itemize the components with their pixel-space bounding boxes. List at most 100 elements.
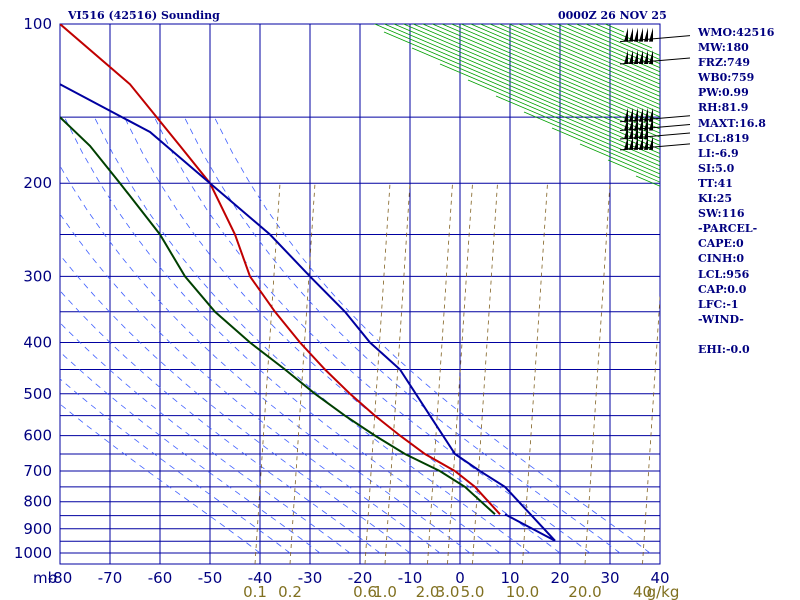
pressure-tick-label: 1000 xyxy=(14,544,52,562)
mixing-ratio-label: 0.2 xyxy=(278,583,302,600)
index-item: EHI:-0.0 xyxy=(698,342,750,356)
dry-adiabat xyxy=(467,79,660,163)
chart-title: VI516 (42516) Sounding xyxy=(68,9,220,22)
mixing-ratio-line xyxy=(289,183,316,564)
mixing-ratio-label: 40 xyxy=(633,583,652,600)
temperature-tick-label: -30 xyxy=(298,569,323,587)
mixing-ratio-line xyxy=(522,183,548,564)
index-item: LCL:819 xyxy=(698,131,750,145)
index-item: MAXT:16.8 xyxy=(698,116,766,130)
pressure-tick-label: 100 xyxy=(23,15,52,33)
index-item: TT:41 xyxy=(698,176,733,190)
index-item: WMO:42516 xyxy=(698,26,775,39)
chart-grid xyxy=(59,23,661,565)
wind-barbs xyxy=(619,27,691,151)
temperature-line xyxy=(60,24,501,515)
wind-barb xyxy=(619,107,691,123)
moist-adiabat xyxy=(60,290,381,554)
unit-label: mb xyxy=(33,569,57,587)
barb-flag xyxy=(624,125,628,140)
index-item: WB0:759 xyxy=(698,71,755,85)
mixing-ratio-label: 5.0 xyxy=(461,583,485,600)
pressure-tick-label: 200 xyxy=(23,174,52,192)
dewpoint-line xyxy=(60,116,496,516)
moist-adiabat xyxy=(94,117,531,554)
barb-flag xyxy=(639,135,643,150)
temperature-tick-label: -50 xyxy=(198,569,223,587)
moist-adiabat xyxy=(60,254,411,554)
barb-flag xyxy=(634,135,638,150)
barb-flag xyxy=(639,49,643,64)
barb-flag xyxy=(644,27,648,42)
wind-barb xyxy=(619,135,691,151)
temperature-tick-label: 40 xyxy=(650,569,669,587)
index-item: PW:0.99 xyxy=(698,86,749,100)
index-item: -PARCEL- xyxy=(698,222,758,236)
dry-adiabat xyxy=(565,24,660,65)
temperature-tick-label: 0 xyxy=(455,569,465,587)
moist-adiabat xyxy=(60,322,351,554)
mixing-ratio-label: 0.6 xyxy=(353,583,377,600)
dry-adiabat xyxy=(498,24,660,93)
barb-flag xyxy=(624,27,628,42)
barb-flag xyxy=(624,107,628,122)
stability-indices-panel: WMO:42516 MW:180 FRZ:749 WB0:759 PW:0.99 RH:8… xyxy=(698,25,774,357)
barb-flag xyxy=(639,27,643,42)
dry-adiabat xyxy=(373,24,660,146)
barb-flag xyxy=(629,49,633,64)
barb-flag xyxy=(644,107,648,122)
pressure-tick-label: 300 xyxy=(23,267,52,285)
mixing-ratio-line xyxy=(642,291,660,564)
moist-adiabat xyxy=(154,117,591,554)
moist-adiabat xyxy=(60,378,291,554)
barb-flag xyxy=(649,27,653,42)
barb-flag xyxy=(629,116,633,131)
moist-adiabat xyxy=(60,165,471,554)
pressure-tick-label: 600 xyxy=(23,427,52,445)
barb-flag xyxy=(644,135,648,150)
barb-flag xyxy=(644,116,648,131)
temperature-tick-label: -20 xyxy=(348,569,373,587)
dry-adiabat xyxy=(469,24,660,105)
dry-adiabat xyxy=(440,24,660,118)
valid-time: 0000Z 26 NOV 25 xyxy=(558,9,667,22)
dry-adiabat xyxy=(392,24,660,138)
barb-flag xyxy=(629,27,633,42)
index-item: SW:116 xyxy=(698,207,745,221)
parcel-line xyxy=(60,83,556,542)
dry-adiabat xyxy=(508,24,660,89)
wind-barb xyxy=(619,27,691,43)
moist-adiabat xyxy=(60,403,261,554)
barb-flag xyxy=(649,107,653,122)
pressure-tick-label: 500 xyxy=(23,385,52,403)
index-item: LCL:956 xyxy=(698,267,750,281)
sounding-series xyxy=(60,24,556,542)
barb-flag xyxy=(624,116,628,131)
mixing-ratio-label: 20.0 xyxy=(568,583,601,600)
pressure-tick-label: 800 xyxy=(23,493,52,511)
dry-adiabat xyxy=(383,31,660,150)
barb-flag xyxy=(634,125,638,140)
barb-flag xyxy=(629,107,633,122)
dry-adiabat xyxy=(402,24,660,134)
index-item: FRZ:749 xyxy=(698,56,751,70)
index-item: MW:180 xyxy=(698,41,749,55)
index-item: CINH:0 xyxy=(698,252,745,266)
moist-adiabat xyxy=(60,351,321,554)
dry-adiabat xyxy=(460,24,660,110)
index-item: RH:81.9 xyxy=(698,101,749,115)
dry-adiabat xyxy=(479,24,660,101)
temperature-tick-label: 30 xyxy=(600,569,619,587)
wind-barb xyxy=(619,116,691,132)
pressure-tick-label: 400 xyxy=(23,333,52,351)
mixing-ratio-label: 3.0 xyxy=(436,583,460,600)
temperature-tick-label: -80 xyxy=(48,569,73,587)
mixing-ratio-label: 1.0 xyxy=(373,583,397,600)
index-item: SI:5.0 xyxy=(698,161,735,175)
barb-flag xyxy=(649,135,653,150)
dry-adiabat xyxy=(556,24,660,69)
barb-flag xyxy=(634,116,638,131)
barb-flag xyxy=(634,27,638,42)
